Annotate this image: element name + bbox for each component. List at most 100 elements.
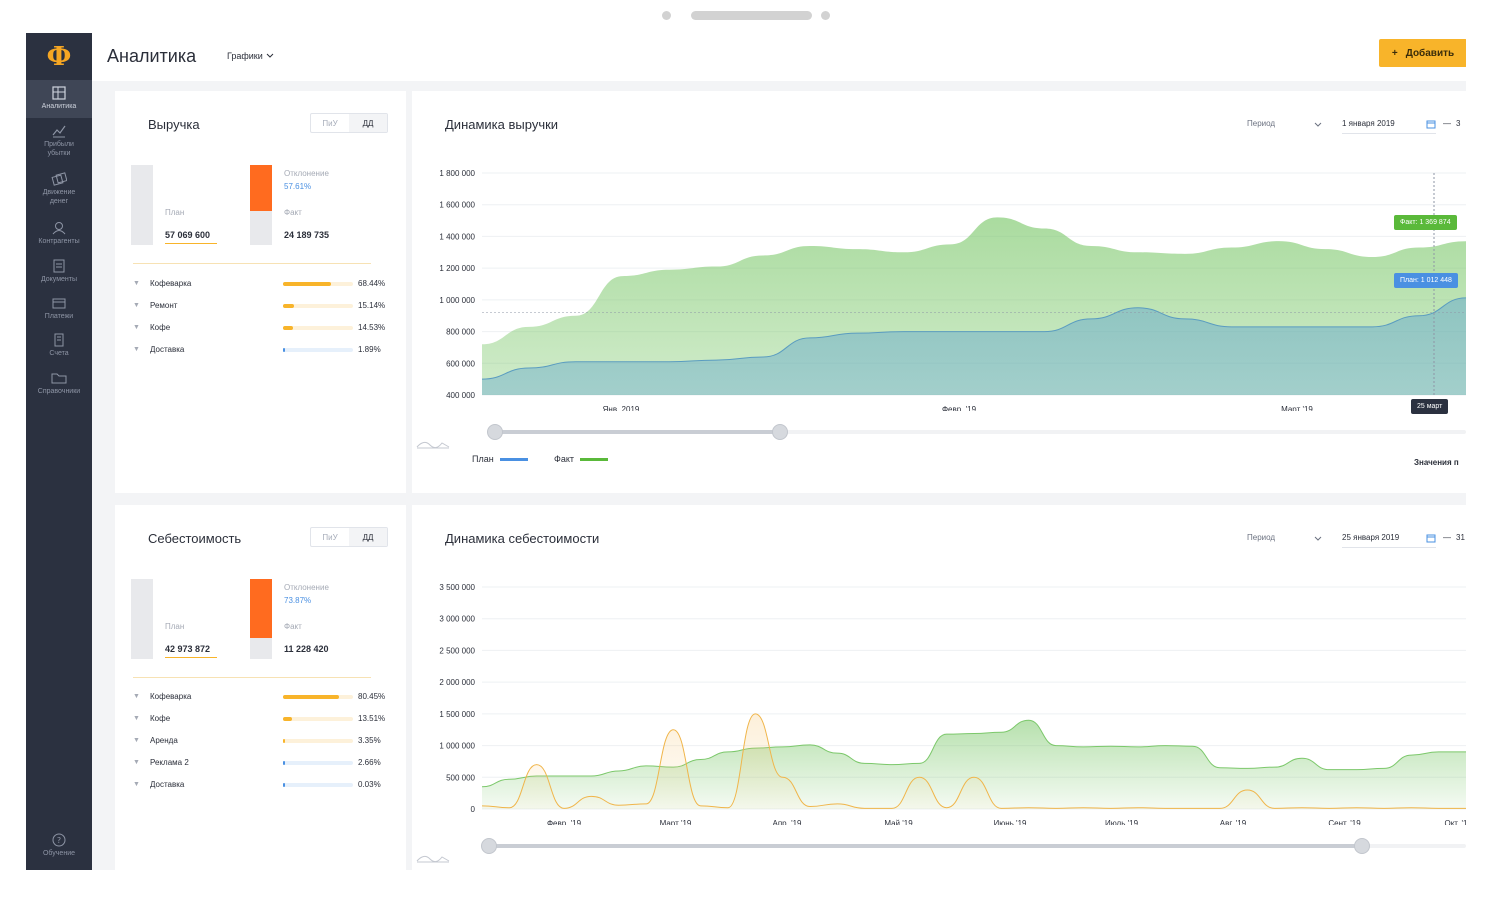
range-slider-handle-left[interactable] [481, 838, 497, 854]
date-to-field[interactable]: 31 [1456, 533, 1465, 542]
list-item[interactable]: ▼ Аренда 3.35% [133, 735, 393, 747]
x-tick-label: Март '19 [660, 819, 692, 825]
range-slider-selection [488, 844, 1362, 848]
period-label: Период [1247, 119, 1276, 128]
revenue-chart-title: Динамика выручки [445, 117, 559, 132]
range-slider-handle-right[interactable] [1354, 838, 1370, 854]
caret-icon[interactable]: ▼ [133, 324, 140, 331]
values-link[interactable]: Значения п [1414, 458, 1459, 467]
cost-card: Себестоимость ПиУ ДД План 42 973 872 Отк… [115, 505, 406, 870]
item-bar [283, 695, 340, 699]
list-item[interactable]: ▼ Доставка 1.89% [133, 344, 393, 356]
date-to-field[interactable]: 3 [1456, 119, 1461, 128]
item-bar-track [283, 783, 353, 787]
list-item[interactable]: ▼ Ремонт 15.14% [133, 300, 393, 312]
y-tick-label: 3 000 000 [439, 615, 475, 624]
fact-bar-track [250, 165, 272, 245]
list-item[interactable]: ▼ Реклама 2 2.66% [133, 757, 393, 769]
legend-plan-label: План [472, 454, 494, 464]
y-tick-label: 400 000 [446, 391, 475, 400]
period-label: Период [1247, 533, 1276, 542]
caret-icon[interactable]: ▼ [133, 737, 140, 744]
calendar-icon[interactable] [1426, 119, 1436, 129]
item-name: Реклама 2 [150, 758, 189, 767]
y-tick-label: 1 200 000 [439, 264, 475, 273]
caret-icon[interactable]: ▼ [133, 715, 140, 722]
caret-icon[interactable]: ▼ [133, 759, 140, 766]
invoices-icon [54, 333, 64, 347]
revenue-chart-card: Динамика выручки Период 1 января 2019 — … [412, 91, 1466, 493]
legend-plan[interactable]: План [472, 454, 528, 464]
item-name: Кофеварка [150, 279, 192, 288]
list-item[interactable]: ▼ Кофе 14.53% [133, 322, 393, 334]
deviation-label: Отклонение [284, 583, 329, 592]
sidebar-item-profit[interactable]: Прибыли убытки [26, 124, 92, 164]
sidebar-item-analytics[interactable]: Аналитика [26, 80, 92, 118]
x-tick-label: Март '19 [1281, 405, 1313, 411]
logo[interactable]: Ф [46, 41, 72, 72]
view-dropdown[interactable]: Графики [227, 51, 274, 61]
y-tick-label: 1 500 000 [439, 710, 475, 719]
documents-icon [53, 259, 65, 273]
svg-text:?: ? [57, 836, 61, 845]
deviation-value: 73.87% [284, 596, 312, 605]
chevron-down-icon[interactable] [1314, 122, 1322, 128]
sidebar-item-money-flow[interactable]: Движение денег [26, 172, 92, 212]
sidebar-item-label: Справочники [37, 388, 81, 395]
calendar-icon[interactable] [1426, 533, 1436, 543]
plus-icon: + [1391, 47, 1398, 59]
payments-icon [52, 298, 66, 309]
divider [133, 677, 371, 678]
item-bar-track [283, 326, 353, 330]
legend-fact[interactable]: Факт [554, 454, 609, 464]
item-name: Кофе [150, 714, 171, 723]
sidebar-item-label: Обучение [42, 850, 75, 857]
sidebar-item-contractors[interactable]: Контрагенты [26, 221, 92, 251]
sidebar-item-references[interactable]: Справочники [26, 371, 92, 401]
toggle-dd[interactable]: ДД [349, 528, 387, 546]
caret-icon[interactable]: ▼ [133, 693, 140, 700]
sidebar-item-documents[interactable]: Документы [26, 259, 92, 289]
toggle-piu[interactable]: ПиУ [322, 118, 338, 128]
window-chrome [0, 0, 1492, 33]
item-bar [283, 739, 286, 743]
plan-value: 42 973 872 [165, 644, 211, 654]
revenue-toggle: ПиУ ДД [310, 113, 388, 133]
revenue-chart: 1 800 000 1 600 000 1 400 000 1 200 000 1 00… [439, 169, 1466, 411]
item-percent: 3.35% [358, 736, 381, 745]
date-from-field[interactable]: 1 января 2019 [1342, 119, 1436, 134]
toggle-piu[interactable]: ПиУ [322, 532, 338, 542]
list-item[interactable]: ▼ Кофе 13.51% [133, 713, 393, 725]
view-dropdown-label: Графики [227, 51, 263, 61]
divider [133, 263, 371, 264]
caret-icon[interactable]: ▼ [133, 302, 140, 309]
item-bar [283, 717, 293, 721]
cost-toggle: ПиУ ДД [310, 527, 388, 547]
item-name: Кофеварка [150, 692, 192, 701]
range-slider-handle-left[interactable] [487, 424, 503, 440]
date-from-field[interactable]: 25 января 2019 [1342, 533, 1436, 548]
sidebar-item-payments[interactable]: Платежи [26, 296, 92, 326]
caret-icon[interactable]: ▼ [133, 280, 140, 287]
chevron-down-icon[interactable] [1314, 536, 1322, 542]
add-button-label: Добавить [1405, 47, 1455, 59]
add-button[interactable]: + Добавить [1379, 39, 1466, 67]
cost-chart-title: Динамика себестоимости [445, 531, 600, 546]
range-slider-handle-right[interactable] [772, 424, 788, 440]
item-bar [283, 304, 294, 308]
window-dot [821, 11, 830, 20]
mini-chart-icon [416, 441, 450, 449]
list-item[interactable]: ▼ Кофеварка 80.45% [133, 691, 393, 703]
sidebar-item-help[interactable]: ? Обучение [26, 833, 92, 863]
series-area-b [482, 297, 1466, 395]
range-slider-selection [494, 430, 780, 434]
caret-icon[interactable]: ▼ [133, 346, 140, 353]
item-name: Ремонт [150, 301, 178, 310]
list-item[interactable]: ▼ Кофеварка 68.44% [133, 278, 393, 290]
list-item[interactable]: ▼ Доставка 0.03% [133, 779, 393, 791]
legend-fact-swatch [580, 457, 609, 461]
x-tick-label: Февр. '19 [942, 405, 977, 411]
sidebar-item-invoices[interactable]: Счета [26, 333, 92, 363]
toggle-dd[interactable]: ДД [349, 114, 387, 132]
caret-icon[interactable]: ▼ [133, 781, 140, 788]
